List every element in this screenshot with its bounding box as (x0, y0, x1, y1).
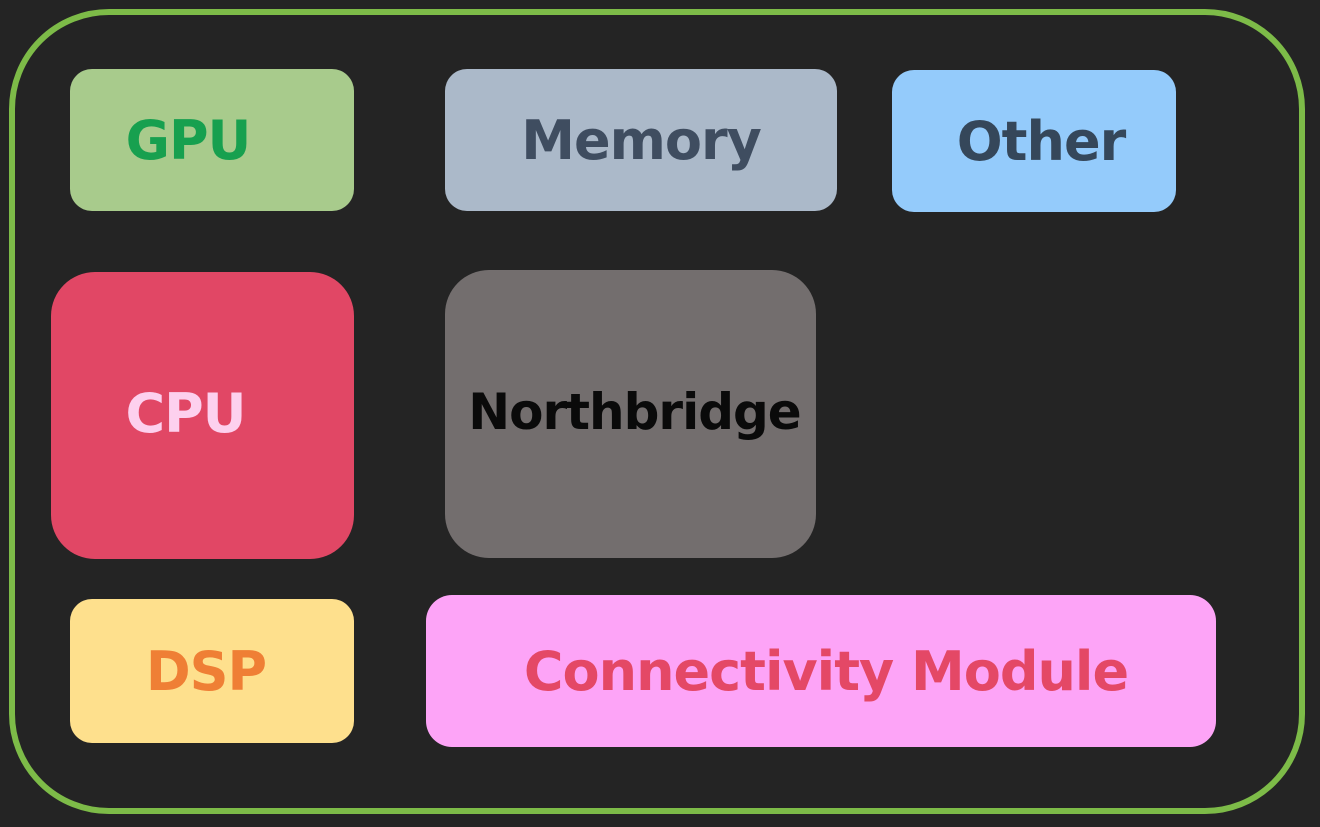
dsp-label: DSP (145, 639, 267, 703)
other-label: Other (956, 109, 1126, 173)
gpu-block: GPU (70, 69, 354, 211)
connectivity-module-block: Connectivity Module (426, 595, 1216, 747)
memory-block: Memory (445, 69, 837, 211)
cpu-label: CPU (125, 382, 246, 445)
dsp-block: DSP (70, 599, 354, 743)
other-block: Other (892, 70, 1176, 212)
northbridge-label: Northbridge (468, 383, 801, 441)
gpu-label: GPU (125, 108, 252, 172)
northbridge-block: Northbridge (445, 270, 816, 558)
cpu-block: CPU (51, 272, 354, 559)
connectivity-module-label: Connectivity Module (523, 639, 1129, 703)
memory-label: Memory (521, 108, 762, 172)
soc-boundary (9, 9, 1305, 814)
